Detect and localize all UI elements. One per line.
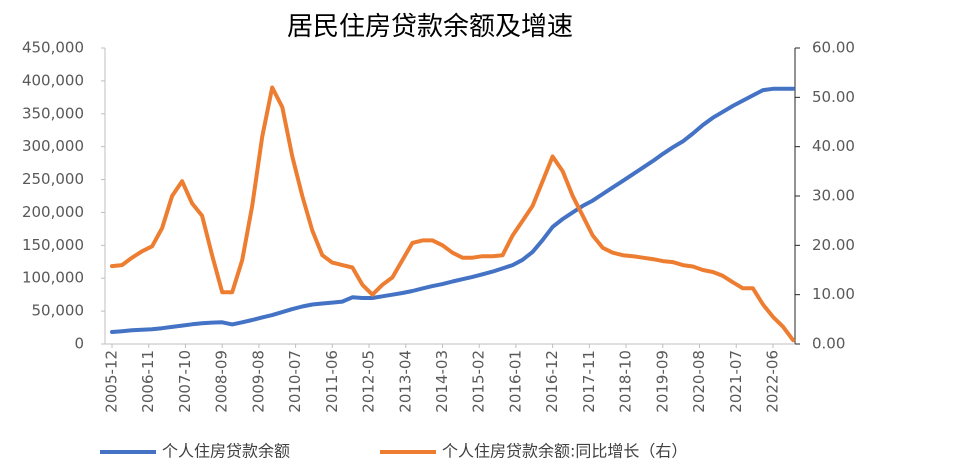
x-tick-label: 2016-12 (543, 350, 561, 413)
x-tick-label: 2018-10 (617, 350, 635, 413)
x-tick-label: 2013-04 (396, 350, 414, 413)
x-tick-label: 2017-11 (580, 350, 598, 413)
legend-label: 个人住房贷款余额 (162, 442, 290, 461)
chart-title: 居民住房贷款余额及增速 (287, 12, 573, 42)
y-tick-label: 350,000 (22, 104, 84, 122)
x-tick-label: 2009-08 (249, 350, 267, 413)
y-tick-label: 200,000 (22, 203, 84, 221)
y-tick-label: 0 (74, 335, 84, 353)
y2-tick-label: 60.00 (812, 39, 855, 57)
y-tick-label: 100,000 (22, 269, 84, 287)
y2-tick-label: 0.00 (812, 335, 845, 353)
x-tick-label: 2020-08 (690, 350, 708, 413)
y2-tick-label: 10.00 (812, 285, 855, 303)
x-tick-label: 2016-01 (506, 350, 524, 413)
x-tick-label: 2014-03 (433, 350, 451, 413)
x-tick-label: 2010-07 (286, 350, 304, 413)
y-tick-label: 150,000 (22, 236, 84, 254)
x-tick-label: 2022-06 (763, 350, 781, 413)
series-line (110, 86, 795, 334)
y-tick-label: 400,000 (22, 71, 84, 89)
y2-tick-label: 50.00 (812, 88, 855, 106)
y-tick-label: 50,000 (32, 302, 85, 320)
x-tick-label: 2008-09 (213, 350, 231, 413)
x-tick-label: 2012-05 (360, 350, 378, 413)
x-tick-label: 2019-09 (653, 350, 671, 413)
y-tick-label: 450,000 (22, 39, 84, 57)
y2-tick-label: 30.00 (812, 187, 855, 205)
series-line (110, 85, 795, 343)
y2-tick-label: 40.00 (812, 137, 855, 155)
legend-label: 个人住房贷款余额:同比增长（右） (442, 442, 687, 461)
x-tick-label: 2015-02 (470, 350, 488, 413)
x-tick-label: 2011-06 (323, 350, 341, 413)
y-tick-label: 250,000 (22, 170, 84, 188)
x-tick-label: 2021-07 (727, 350, 745, 413)
x-tick-label: 2007-10 (176, 350, 194, 413)
x-tick-label: 2005-12 (103, 350, 121, 413)
y2-tick-label: 20.00 (812, 236, 855, 254)
x-tick-label: 2006-11 (139, 350, 157, 413)
y-tick-label: 300,000 (22, 137, 84, 155)
